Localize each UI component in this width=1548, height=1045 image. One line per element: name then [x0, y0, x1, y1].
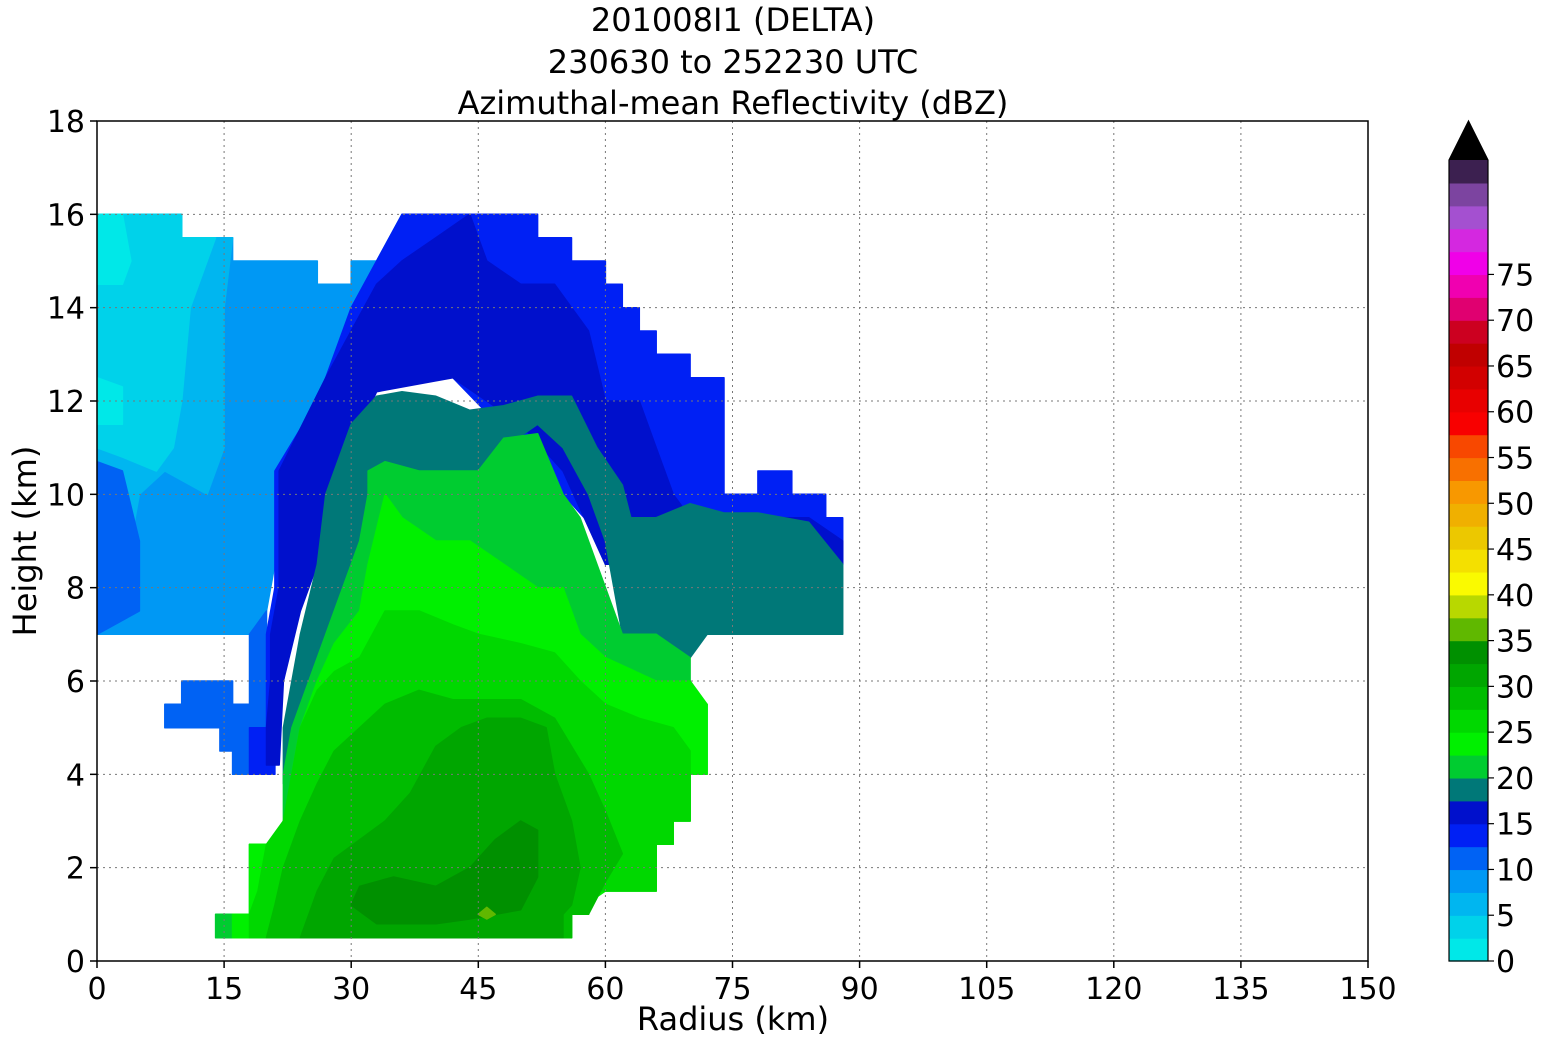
y-tick-label: 18 [47, 105, 85, 140]
x-tick-label: 135 [1212, 972, 1269, 1007]
contour-region-level-13 [350, 820, 539, 925]
colorbar-segment [1449, 663, 1488, 687]
colorbar-tick-label: 65 [1496, 350, 1534, 385]
colorbar-tick-label: 20 [1496, 762, 1534, 797]
x-axis: 0 15 30 45 60 75 90 105 120 135 150 [87, 961, 1397, 1007]
colorbar-tick-label: 5 [1496, 899, 1515, 934]
x-tick-label: 15 [205, 972, 243, 1007]
colorbar-segment [1449, 594, 1488, 619]
reflectivity-contours [97, 213, 844, 939]
colorbar-tick-label: 45 [1496, 533, 1534, 568]
chart-title-line-1: 201008I1 (DELTA) [590, 1, 876, 39]
chart-title-line-3: Azimuthal-mean Reflectivity (dBZ) [457, 84, 1009, 122]
y-axis: 0 2 4 6 8 10 12 14 16 18 [47, 105, 97, 980]
y-tick-label: 4 [66, 758, 85, 793]
x-axis-label: Radius (km) [637, 1000, 829, 1038]
y-tick-label: 12 [47, 385, 85, 420]
colorbar-tick-label: 15 [1496, 808, 1534, 843]
x-tick-label: 75 [713, 972, 751, 1007]
x-tick-label: 120 [1085, 972, 1142, 1007]
colorbar-segment [1449, 365, 1488, 390]
contour-region-level-14 [477, 906, 496, 920]
colorbar-segment [1449, 915, 1488, 939]
x-tick-label: 60 [586, 972, 624, 1007]
colorbar-segment [1449, 732, 1488, 756]
colorbar-segment [1449, 480, 1488, 504]
colorbar-tick-label: 0 [1496, 945, 1515, 980]
colorbar-tick-label: 60 [1496, 396, 1534, 431]
x-tick-label: 45 [459, 972, 497, 1007]
y-tick-label: 16 [47, 198, 85, 233]
colorbar-tick-label: 55 [1496, 442, 1534, 477]
colorbar-segment [1449, 297, 1488, 321]
colorbar-tick-label: 75 [1496, 258, 1534, 293]
chart-title-line-2: 230630 to 252230 UTC [547, 43, 919, 81]
colorbar-segment [1449, 251, 1488, 276]
colorbar-segment [1449, 205, 1488, 230]
colorbar-tick-label: 35 [1496, 625, 1534, 660]
colorbar-tick-label: 50 [1496, 487, 1534, 522]
colorbar-segment [1449, 938, 1488, 962]
colorbar-outline [1448, 119, 1489, 962]
x-tick-label: 150 [1339, 972, 1396, 1007]
colorbar-segment [1449, 800, 1488, 825]
colorbar: 0 5 10 15 20 25 30 35 40 45 50 55 60 65 70 75 [1448, 119, 1534, 980]
y-tick-label: 0 [66, 945, 85, 980]
y-tick-label: 8 [66, 572, 85, 607]
colorbar-segment [1449, 457, 1488, 481]
colorbar-tick-label: 25 [1496, 716, 1534, 751]
colorbar-segment [1449, 274, 1488, 298]
x-tick-label: 90 [841, 972, 879, 1007]
x-tick-label: 30 [332, 972, 370, 1007]
colorbar-segment [1449, 320, 1488, 344]
colorbar-tick-label: 30 [1496, 670, 1534, 705]
colorbar-segment [1449, 549, 1488, 573]
colorbar-extend-arrow [1449, 121, 1488, 160]
colorbar-segment [1449, 755, 1488, 779]
colorbar-segment [1449, 434, 1488, 459]
colorbar-tick-label: 40 [1496, 579, 1534, 614]
colorbar-segment [1449, 846, 1488, 871]
y-tick-label: 6 [66, 665, 85, 700]
y-axis-label: Height (km) [6, 446, 44, 637]
colorbar-segment [1449, 892, 1488, 916]
contour-region-level-6 [265, 213, 844, 766]
y-tick-label: 14 [47, 292, 85, 327]
contour-region-level-4 [97, 460, 141, 636]
colorbar-segment [1449, 388, 1488, 413]
x-tick-label: 0 [87, 972, 106, 1007]
colorbar-segment [1449, 823, 1488, 848]
colorbar-segment [1449, 228, 1488, 253]
colorbar-segment [1449, 343, 1488, 367]
y-tick-label: 10 [47, 478, 85, 513]
x-tick-label: 105 [958, 972, 1015, 1007]
colorbar-segment [1449, 869, 1488, 893]
y-tick-label: 2 [66, 852, 85, 887]
colorbar-segment [1449, 686, 1488, 710]
contour-region-level-0 [97, 213, 132, 286]
colorbar-segment [1449, 640, 1488, 665]
colorbar-segment [1449, 182, 1488, 207]
colorbar-tick-label: 70 [1496, 304, 1534, 339]
colorbar-segment [1449, 617, 1488, 642]
colorbar-segment [1449, 709, 1488, 733]
colorbar-segment [1449, 777, 1488, 802]
grid-lines [97, 121, 1368, 961]
colorbar-segment [1449, 160, 1488, 184]
colorbar-segment [1449, 526, 1488, 550]
colorbar-segment [1449, 503, 1488, 527]
colorbar-segment [1449, 571, 1488, 596]
colorbar-tick-label: 10 [1496, 853, 1534, 888]
colorbar-segment [1449, 411, 1488, 436]
